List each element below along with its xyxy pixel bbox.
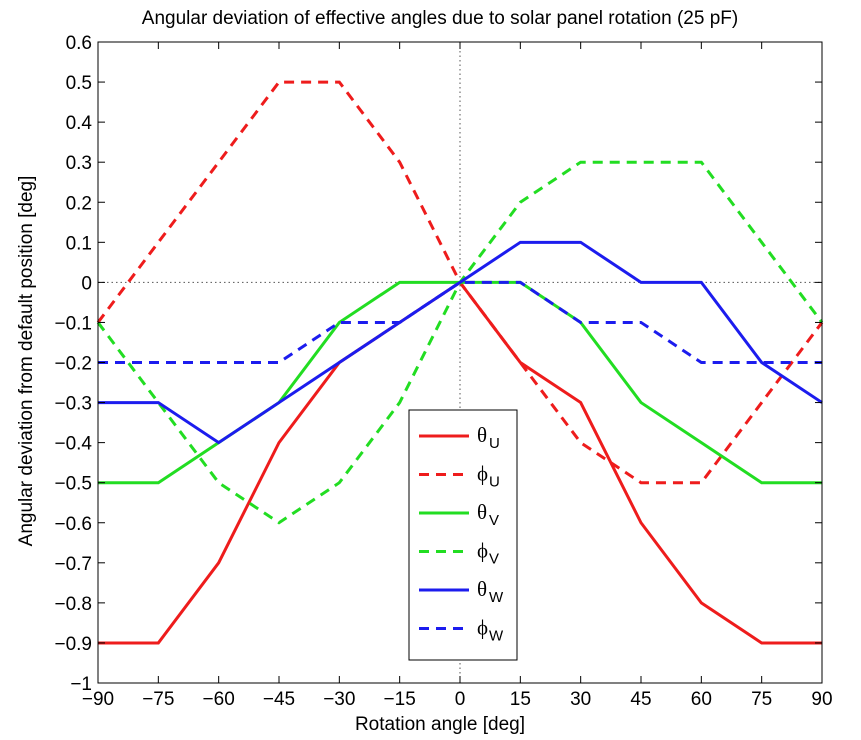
x-axis-label: Rotation angle [deg] (355, 714, 525, 735)
legend-label: ϕ (477, 539, 488, 563)
y-tick-label: 0.3 (66, 153, 92, 174)
y-tick-label: −0.1 (54, 313, 92, 334)
legend-label: ϕ (477, 616, 488, 640)
x-tick-label: 45 (630, 689, 651, 710)
legend-label-subscript: U (489, 474, 500, 491)
x-tick-label: 30 (570, 689, 591, 710)
x-tick-label: 15 (510, 689, 531, 710)
series-line-6 (98, 280, 822, 364)
x-tick-label: −60 (203, 689, 235, 710)
y-tick-label: −0.8 (54, 594, 92, 615)
series-line-5 (98, 240, 823, 445)
x-tick-label: 90 (811, 689, 832, 710)
y-tick-label: 0 (81, 273, 92, 294)
y-tick-label: 0.5 (66, 73, 92, 94)
x-tick-label: 0 (455, 689, 466, 710)
y-tick-label: −1 (70, 674, 92, 695)
x-tick-label: −30 (323, 689, 355, 710)
legend-label-subscript: V (489, 512, 499, 529)
y-axis-label: Angular deviation from default position … (16, 176, 37, 547)
legend-label: θ (477, 500, 487, 524)
y-tick-label: −0.5 (54, 474, 92, 495)
x-tick-label: −45 (263, 689, 295, 710)
y-tick-label: 0.6 (66, 33, 92, 54)
series-layer (96, 80, 824, 645)
legend-label-subscript: W (489, 628, 504, 645)
y-tick-label: −0.3 (54, 394, 92, 415)
legend-label-subscript: V (489, 551, 499, 568)
legend-label: ϕ (477, 462, 488, 486)
y-tick-label: −0.7 (54, 554, 92, 575)
y-tick-label: −0.2 (54, 354, 92, 375)
y-tick-label: −0.9 (54, 634, 92, 655)
y-tick-label: 0.2 (66, 193, 92, 214)
y-tick-label: 0.4 (66, 113, 93, 134)
chart-title: Angular deviation of effective angles du… (142, 8, 738, 29)
x-tick-label: −75 (142, 689, 174, 710)
axis-ticks: −90 −75 −60 −45 −30 −15 0 15 30 45 60 75 90 −1 −0.9 −0.… (54, 33, 832, 710)
legend-label: θ (477, 577, 487, 601)
x-tick-label: 75 (751, 689, 772, 710)
x-tick-label: −90 (82, 689, 114, 710)
x-tick-label: 60 (691, 689, 712, 710)
legend-label-subscript: U (489, 435, 500, 452)
legend: θ Uϕ Uθ Vϕ Vθ Wϕ W (408, 409, 518, 661)
x-tick-label: −15 (384, 689, 416, 710)
y-tick-label: −0.6 (54, 514, 92, 535)
legend-label-subscript: W (489, 589, 504, 606)
y-tick-label: −0.4 (54, 434, 92, 455)
legend-box (408, 409, 518, 661)
legend-label: θ (477, 423, 487, 447)
y-tick-label: 0.1 (66, 233, 92, 254)
